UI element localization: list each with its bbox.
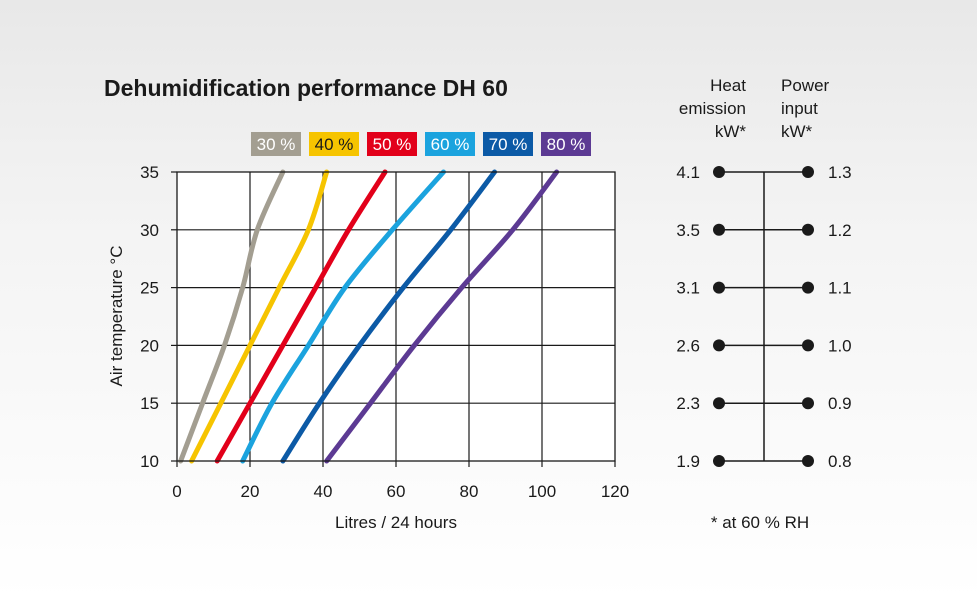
series-line-30-percent [178,169,286,464]
power-dot [802,455,814,467]
heat-emission-header: emission [679,99,746,118]
heat-value: 3.1 [676,279,700,298]
heat-dot [713,166,725,178]
heat-emission-header: kW* [715,122,747,141]
heat-emission-header: Heat [710,76,746,95]
heat-dot [713,339,725,352]
legend-label-30-percent: 30 % [257,135,296,154]
power-input-header: Power [781,76,830,95]
series-line-40-percent [189,169,330,464]
y-tick-label: 25 [140,279,159,298]
series-line-80-percent [324,169,560,464]
legend-swatch-50-percent [367,132,417,156]
heat-value: 3.5 [676,221,700,240]
legend: 30 % 40 % 50 % 60 % 70 % 80 % [251,132,591,156]
power-dot [802,223,814,236]
heat-value: 2.3 [676,394,700,413]
legend-swatch-70-percent [483,132,533,156]
x-tick-label: 40 [314,482,333,501]
legend-label-70-percent: 70 % [489,135,528,154]
power-value: 1.3 [828,163,852,182]
y-tick-label: 35 [140,163,159,182]
series-line-70-percent [280,169,498,464]
legend-swatch-30-percent [251,132,301,156]
legend-swatch-60-percent [425,132,475,156]
heat-dot [713,281,725,294]
legend-swatch-80-percent [541,132,591,156]
chart-title: Dehumidification performance DH 60 [104,75,508,101]
x-tick-label: 120 [601,482,629,501]
power-dot [802,397,814,410]
legend-swatch-40-percent [309,132,359,156]
power-value: 1.2 [828,221,852,240]
heat-dot [713,223,725,236]
x-tick-label: 100 [528,482,556,501]
y-tick-label: 30 [140,221,159,240]
heat-value: 2.6 [676,336,700,355]
power-input-header: kW* [781,122,813,141]
y-tick-label: 10 [140,452,159,471]
power-value: 0.8 [828,452,852,471]
power-value: 1.1 [828,279,852,298]
x-tick-label: 20 [241,482,260,501]
plot-area: 0 20 40 60 80 100 120 10 15 20 25 30 35 [140,163,629,501]
x-tick-label: 60 [387,482,406,501]
heat-dot [713,397,725,410]
series-line-60-percent [240,169,446,464]
power-dot [802,166,814,178]
legend-label-60-percent: 60 % [431,135,470,154]
side-scale: Heat emission kW* Power input kW* 4.1 1.3 3.5 1.2… [676,76,851,471]
x-axis-label: Litres / 24 hours [335,513,457,532]
y-axis-label: Air temperature °C [107,246,126,387]
y-tick-label: 15 [140,394,159,413]
footnote: * at 60 % RH [711,513,809,532]
power-value: 1.0 [828,336,852,355]
heat-value: 1.9 [676,452,700,471]
legend-label-50-percent: 50 % [373,135,412,154]
x-tick-label: 80 [460,482,479,501]
heat-value: 4.1 [676,163,700,182]
heat-dot [713,455,725,467]
power-dot [802,281,814,294]
power-input-header: input [781,99,818,118]
legend-label-80-percent: 80 % [547,135,586,154]
legend-label-40-percent: 40 % [315,135,354,154]
plot-border [176,171,616,462]
series-line-50-percent [214,169,388,464]
power-value: 0.9 [828,394,852,413]
y-tick-label: 20 [140,336,159,355]
power-dot [802,339,814,352]
x-tick-label: 0 [172,482,181,501]
